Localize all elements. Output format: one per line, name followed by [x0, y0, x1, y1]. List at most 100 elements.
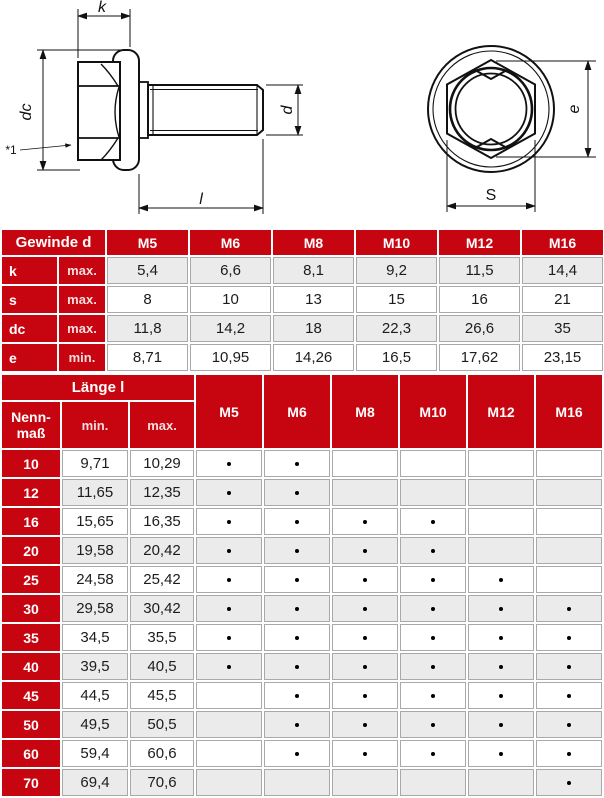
availability-M6	[264, 508, 331, 535]
length-row-40: 40 39,5 40,5	[2, 653, 603, 680]
max-value: 10,29	[130, 450, 195, 477]
flange-circle-outer	[427, 45, 555, 173]
availability-M8	[332, 450, 399, 477]
front-view-dimensions	[446, 60, 596, 212]
availability-M16	[536, 450, 603, 477]
availability-M16	[536, 566, 603, 593]
availability-dot	[227, 578, 232, 583]
availability-dot	[363, 694, 368, 699]
footnote-leader	[19, 143, 72, 151]
availability-M10	[400, 595, 467, 622]
availability-M12	[468, 682, 535, 709]
table-row-s: s max. 8 10 13 15 16 21	[2, 286, 603, 313]
laenge-header: Länge l	[2, 375, 195, 400]
availability-dot	[295, 491, 300, 496]
availability-M10	[400, 537, 467, 564]
limit-label: max.	[59, 286, 105, 313]
availability-dot	[431, 607, 436, 612]
availability-dot	[431, 752, 436, 757]
availability-dot	[295, 636, 300, 641]
availability-dot	[431, 636, 436, 641]
availability-M10	[400, 566, 467, 593]
max-value: 20,42	[130, 537, 195, 564]
value-cell-M6: 10,95	[190, 344, 271, 371]
length-row-16: 16 15,65 16,35	[2, 508, 603, 535]
size-header-m16: M16	[522, 230, 603, 255]
availability-M12	[468, 769, 535, 796]
availability-M6	[264, 682, 331, 709]
nenn-value: 35	[2, 624, 60, 651]
length-row-25: 25 24,58 25,42	[2, 566, 603, 593]
availability-M8	[332, 624, 399, 651]
availability-M12	[468, 624, 535, 651]
availability-dot	[363, 665, 368, 670]
size-header-m5: M5	[196, 375, 263, 448]
value-cell-M10: 22,3	[356, 315, 437, 342]
availability-dot	[567, 636, 572, 641]
availability-M10	[400, 508, 467, 535]
value-cell-M12: 26,6	[439, 315, 520, 342]
availability-M10	[400, 479, 467, 506]
availability-dot	[227, 607, 232, 612]
availability-dot	[363, 520, 368, 525]
value-cell-M10: 15	[356, 286, 437, 313]
availability-dot	[295, 723, 300, 728]
size-header-m6: M6	[264, 375, 331, 448]
value-cell-M6: 10	[190, 286, 271, 313]
d-dimension	[266, 84, 303, 136]
nennmass-line2: maß	[16, 425, 46, 441]
side-view	[77, 49, 264, 171]
dimension-label: k	[2, 257, 57, 284]
availability-M16	[536, 508, 603, 535]
max-value: 40,5	[130, 653, 195, 680]
e-dimension-label: e	[566, 104, 583, 113]
availability-dot	[499, 665, 504, 670]
availability-dot	[295, 607, 300, 612]
availability-M5	[196, 682, 263, 709]
availability-M8	[332, 769, 399, 796]
dc-dimension-label: dc	[18, 104, 35, 121]
nennmass-header: Nenn- maß	[2, 402, 60, 448]
availability-M5	[196, 740, 263, 767]
availability-M12	[468, 479, 535, 506]
limit-label: max.	[59, 315, 105, 342]
value-cell-M12: 16	[439, 286, 520, 313]
min-value: 39,5	[62, 653, 128, 680]
value-cell-M16: 23,15	[522, 344, 603, 371]
max-header: max.	[130, 402, 195, 448]
k-dimension-label: k	[98, 0, 107, 16]
availability-M6	[264, 740, 331, 767]
length-row-70: 70 69,4 70,6	[2, 769, 603, 796]
availability-M10	[400, 740, 467, 767]
l-dimension	[138, 139, 264, 214]
availability-dot	[567, 781, 572, 786]
availability-M12	[468, 595, 535, 622]
availability-M8	[332, 595, 399, 622]
max-value: 12,35	[130, 479, 195, 506]
availability-M6	[264, 595, 331, 622]
length-row-45: 45 44,5 45,5	[2, 682, 603, 709]
availability-dot	[431, 694, 436, 699]
size-header-m10: M10	[400, 375, 467, 448]
s-dimension	[446, 140, 536, 212]
availability-dot	[499, 636, 504, 641]
min-value: 59,4	[62, 740, 128, 767]
availability-M16	[536, 740, 603, 767]
availability-M8	[332, 740, 399, 767]
availability-M8	[332, 537, 399, 564]
availability-dot	[295, 520, 300, 525]
min-value: 9,71	[62, 450, 128, 477]
availability-dot	[567, 694, 572, 699]
availability-M5	[196, 508, 263, 535]
size-header-m6: M6	[190, 230, 271, 255]
availability-M8	[332, 508, 399, 535]
availability-dot	[499, 578, 504, 583]
s-dimension-label: S	[486, 187, 497, 204]
nenn-value: 20	[2, 537, 60, 564]
availability-dot	[227, 520, 232, 525]
value-cell-M16: 21	[522, 286, 603, 313]
availability-M8	[332, 682, 399, 709]
availability-M12	[468, 653, 535, 680]
value-cell-M8: 14,26	[273, 344, 354, 371]
availability-dot	[363, 723, 368, 728]
